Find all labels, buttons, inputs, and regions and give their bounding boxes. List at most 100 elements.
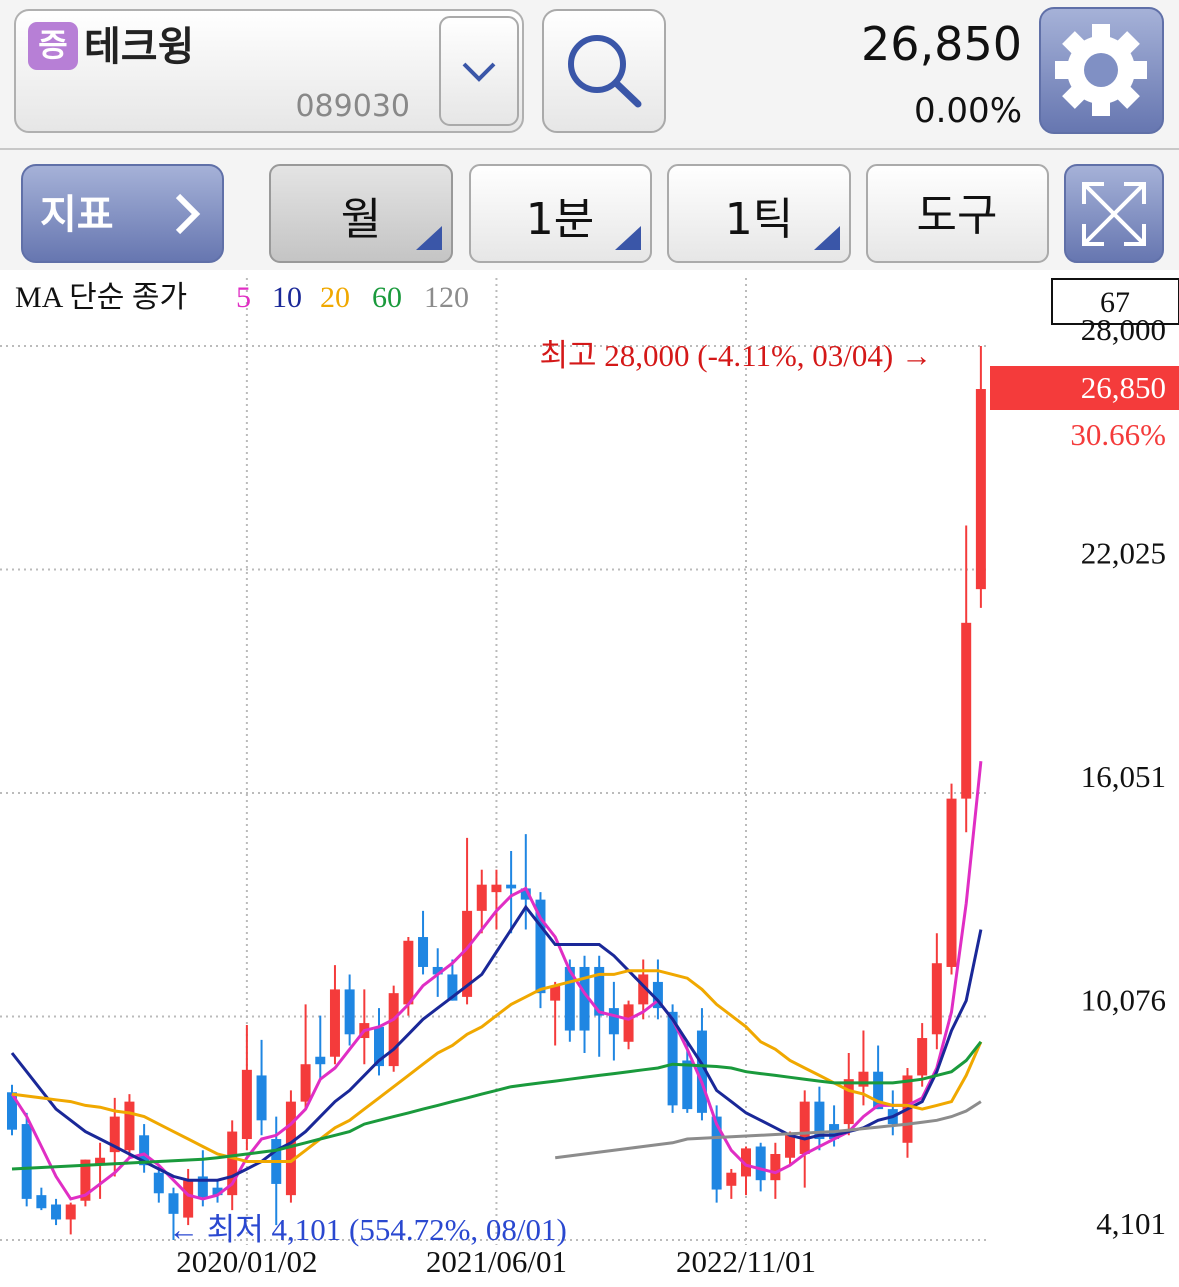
candle-body	[285, 1101, 296, 1196]
candle-body	[579, 966, 590, 1031]
y-tick-label: 28,000	[1081, 312, 1166, 347]
candle-body	[843, 1079, 854, 1125]
high-annotation: 최고 28,000 (-4.11%, 03/04) →	[539, 338, 932, 373]
candle-body	[95, 1157, 106, 1166]
candle-body	[197, 1176, 208, 1198]
period-label: 월	[341, 194, 381, 245]
candle-body	[711, 1116, 722, 1190]
count-box	[1051, 278, 1179, 325]
badge-text: 증	[38, 26, 67, 64]
plot: 4,101 10,076 16,051 22,025 28,000 2020/01/02 2…	[0, 278, 1166, 1279]
candle-body	[80, 1159, 91, 1201]
ma-line	[11, 969, 983, 1163]
candle-body	[432, 966, 443, 975]
candle-body	[608, 1008, 619, 1035]
candle-body	[183, 1180, 194, 1218]
chevron-icon	[462, 62, 496, 82]
candle-body	[799, 1101, 810, 1155]
candle-body	[491, 884, 502, 893]
candle-body	[476, 884, 487, 911]
candle-body	[550, 985, 561, 1001]
candle-body	[124, 1101, 135, 1151]
candle-body	[858, 1071, 869, 1087]
candle-body	[873, 1071, 884, 1110]
y-tick-label: 10,076	[1081, 982, 1166, 1017]
candle-body	[726, 1172, 737, 1186]
candle-body	[638, 974, 649, 1005]
candle-body	[418, 937, 429, 967]
search-button[interactable]	[542, 9, 666, 133]
candle-count: 67	[1100, 286, 1130, 319]
legend-title: MA 단순 종가	[15, 281, 187, 314]
tick-label: 1틱	[725, 194, 793, 245]
candle-body	[814, 1101, 825, 1140]
candle-body	[300, 1064, 311, 1102]
candle-body	[520, 888, 531, 900]
candle-body	[652, 981, 663, 1009]
candle-body	[109, 1116, 120, 1153]
legend-entry: 120	[424, 281, 469, 314]
minute-label: 1분	[526, 194, 594, 245]
price: 26,850	[861, 17, 1022, 71]
candle-body	[770, 1154, 781, 1181]
candle-body	[667, 1011, 678, 1106]
ma-line	[555, 1100, 982, 1160]
candle-body	[21, 1124, 32, 1199]
candle-body	[388, 993, 399, 1067]
y-tick-label: 16,051	[1081, 759, 1166, 794]
legend-entry: 60	[372, 281, 402, 314]
search-icon-handle	[612, 79, 642, 108]
search-icon	[568, 35, 626, 93]
tools-button[interactable]	[866, 164, 1049, 263]
gear-icon	[1055, 24, 1147, 116]
legend-entry: 10	[272, 281, 302, 314]
stock-box[interactable]	[14, 9, 524, 133]
candle-body	[741, 1148, 751, 1177]
ma-line	[11, 1040, 983, 1171]
ma-line	[10, 761, 983, 1201]
candle-body	[506, 884, 517, 889]
dropdown-marker	[416, 226, 442, 250]
candle-body	[329, 989, 340, 1057]
legend-entry: 5	[236, 281, 251, 314]
candle-body	[241, 1069, 252, 1140]
legend-entry: 20	[320, 281, 350, 314]
candle-body	[51, 1204, 62, 1220]
candle-body	[36, 1195, 47, 1209]
candle-body	[696, 1030, 707, 1113]
candle-body	[374, 1026, 384, 1067]
candle-body	[623, 1004, 634, 1042]
tick-button[interactable]	[667, 164, 851, 263]
candle-body	[139, 1135, 150, 1166]
candle-body	[256, 1075, 267, 1121]
candle-body	[682, 1060, 693, 1110]
candle-body	[344, 989, 355, 1035]
period-button[interactable]	[269, 164, 453, 263]
last-price-box	[990, 366, 1179, 410]
change: 0.00%	[914, 91, 1022, 131]
candle-body	[975, 389, 986, 590]
y-tick-label: 22,025	[1081, 536, 1166, 571]
candle-body	[153, 1172, 164, 1194]
x-tick-label: 2022/11/01	[676, 1244, 816, 1279]
candle-body	[594, 966, 605, 1016]
indicator-button[interactable]	[21, 164, 224, 263]
candle-body	[7, 1092, 17, 1130]
x-tick-label: 2020/01/02	[176, 1244, 317, 1279]
dropdown-marker	[814, 226, 840, 250]
candle-body	[564, 966, 575, 1031]
ma-line	[10, 904, 983, 1182]
x-tick-label: 2021/06/01	[426, 1244, 567, 1279]
y-tick-label: 4,101	[1096, 1206, 1166, 1241]
last-price: 26,850	[1081, 370, 1166, 405]
candle-body	[212, 1187, 223, 1196]
badge	[28, 22, 78, 70]
low-annotation: ← 최저 4,101 (554.72%, 08/01)	[168, 1212, 567, 1247]
candle-body	[168, 1193, 179, 1214]
minute-button[interactable]	[469, 164, 652, 263]
candle-body	[462, 910, 473, 997]
indicator-label: 지표	[40, 192, 114, 238]
candle-body	[227, 1131, 238, 1196]
dropdown-button[interactable]	[439, 16, 519, 126]
